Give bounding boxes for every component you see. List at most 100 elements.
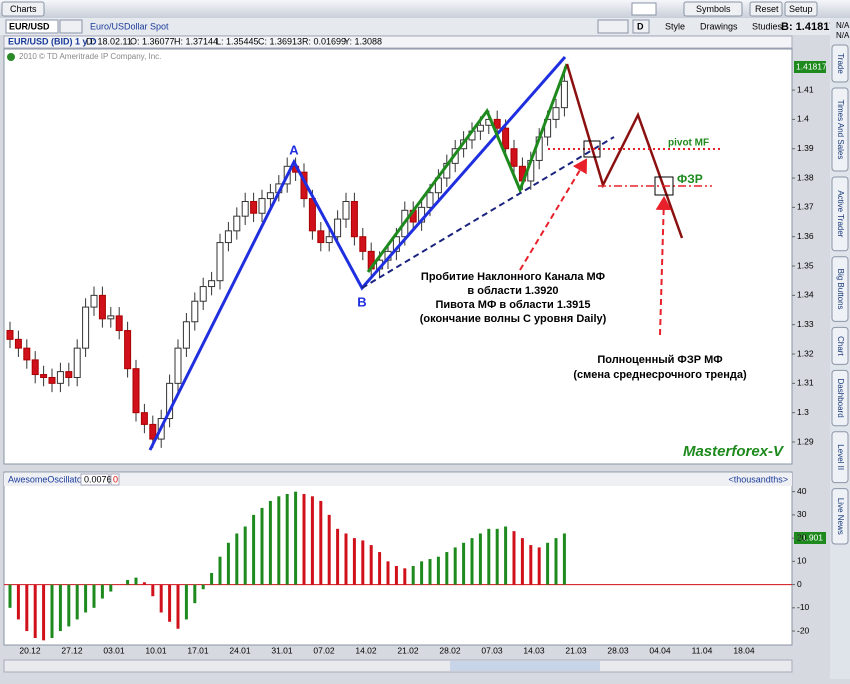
candle-body	[325, 236, 333, 244]
candle-body	[6, 330, 14, 340]
osc-bar	[529, 545, 533, 585]
description: Euro/USDollar Spot	[90, 21, 169, 31]
y-tick-label: 20	[797, 532, 807, 542]
candle-body	[317, 230, 325, 244]
candle-body	[502, 127, 510, 150]
x-tick-label: 21.02	[397, 645, 419, 655]
side-tab-label[interactable]: Active Trader	[836, 190, 845, 237]
symbols-button[interactable]	[683, 1, 743, 17]
osc-bar	[201, 584, 205, 590]
side-tab-label[interactable]: Level II	[836, 444, 845, 470]
side-tab-label[interactable]: Live News	[836, 498, 845, 535]
osc-bar	[495, 528, 499, 585]
tool-icons[interactable]	[597, 19, 629, 34]
side-tab-label[interactable]: Dashboard	[836, 379, 845, 418]
side-tab[interactable]	[831, 431, 849, 484]
note: Пробитие Наклонного Канала МФ	[421, 271, 605, 283]
y-tick-label: 1.38	[797, 172, 814, 182]
y-tick-label: 1.32	[797, 348, 814, 358]
side-tab[interactable]	[831, 256, 849, 322]
candle-body	[149, 423, 157, 440]
button-label[interactable]: Drawings	[700, 21, 738, 31]
button-label[interactable]: Studies	[752, 21, 783, 31]
setup-button[interactable]	[784, 1, 818, 17]
osc-bar	[310, 496, 314, 585]
osc-bar	[411, 566, 415, 585]
candle-body	[250, 201, 258, 214]
scroll-thumb[interactable]	[450, 661, 600, 671]
osc-units: <thousandths>	[728, 474, 788, 484]
osc-bar	[453, 547, 457, 585]
osc-bar	[100, 584, 104, 599]
x-tick-label: 11.04	[692, 645, 713, 655]
candle-body	[73, 347, 81, 378]
y-tick-label: 1.4	[797, 114, 809, 124]
copyright: 2010 © TD Ameritrade IP Company, Inc.	[19, 52, 161, 61]
candle-body	[426, 192, 434, 208]
channel-line	[361, 136, 615, 289]
reset-button[interactable]	[749, 1, 783, 17]
button-label[interactable]: Style	[665, 21, 685, 31]
charts-tab[interactable]	[1, 1, 45, 17]
x-tick-label: 14.02	[355, 645, 377, 655]
osc-bar	[285, 493, 289, 585]
side-tab[interactable]	[831, 488, 849, 545]
osc-bar	[302, 493, 306, 585]
wave-line	[148, 56, 567, 451]
candle-body	[124, 330, 132, 370]
marker-box	[654, 176, 674, 196]
info: O: 1.36077	[130, 36, 175, 46]
note: (смена среднесрочного тренда)	[573, 369, 747, 381]
candle-body	[90, 294, 98, 308]
side-tab-label[interactable]: Big Buttons	[836, 269, 845, 310]
candle-body	[174, 347, 182, 384]
osc-bar	[336, 528, 340, 585]
symbol-input[interactable]	[5, 19, 59, 34]
osc-bar	[428, 559, 432, 585]
candle-body	[334, 218, 342, 238]
osc-bar	[537, 547, 541, 585]
osc-bar	[260, 507, 264, 585]
candle-body	[140, 412, 148, 425]
osc-bar	[226, 542, 230, 585]
osc-bar	[361, 540, 365, 585]
osc-field	[80, 473, 110, 486]
side-tab-label[interactable]: Times And Sales	[836, 100, 845, 160]
osc-bar	[58, 584, 62, 632]
side-tab-label[interactable]: Trade	[836, 53, 845, 74]
candle-body	[216, 242, 224, 282]
side-tab[interactable]	[831, 369, 849, 427]
y-tick-label: 1.37	[797, 202, 814, 212]
osc-field	[110, 473, 120, 486]
button-label: D	[637, 21, 644, 31]
field[interactable]	[631, 2, 657, 16]
osc-badge	[794, 532, 826, 544]
osc-bar	[25, 584, 29, 632]
button-label: Setup	[789, 4, 813, 14]
point-label: B	[357, 294, 366, 309]
period-button[interactable]	[632, 19, 650, 34]
scrollbar[interactable]	[3, 659, 793, 673]
side-tab[interactable]	[831, 44, 849, 83]
button-label: Reset	[755, 4, 779, 14]
side-tab[interactable]	[831, 176, 849, 252]
fzr-label: ФЗР	[677, 172, 703, 186]
x-tick-label: 28.02	[439, 645, 461, 655]
price-panel	[3, 48, 793, 465]
watermark: Masterforex-V	[683, 443, 785, 460]
candle-body	[476, 124, 484, 132]
side-tab-label[interactable]: Chart	[836, 336, 845, 356]
x-tick-label: 07.03	[481, 645, 503, 655]
x-tick-label: 07.02	[313, 645, 335, 655]
osc-bar	[252, 514, 256, 585]
osc-bar	[378, 552, 382, 585]
osc-bar	[176, 584, 180, 629]
side-tab[interactable]	[831, 87, 849, 172]
osc-bar	[445, 552, 449, 585]
side-tab[interactable]	[831, 326, 849, 365]
osc-bar	[75, 584, 79, 620]
osc-bar	[168, 584, 172, 622]
x-tick-label: 24.01	[229, 645, 251, 655]
symbol-menu[interactable]	[59, 19, 83, 34]
